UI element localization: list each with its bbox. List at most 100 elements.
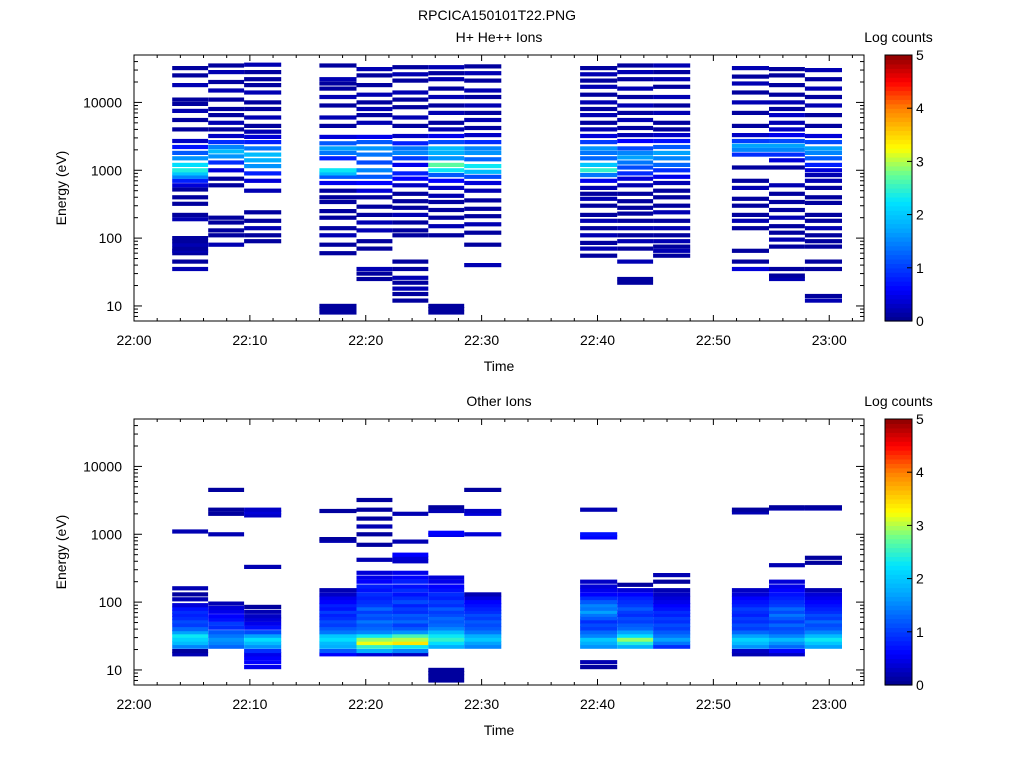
panel-title: Other Ions [466, 393, 531, 409]
colorbar-swatch [885, 55, 912, 61]
heatmap-cell [392, 183, 429, 188]
colorbar-swatch [885, 645, 912, 651]
heatmap-cell [208, 633, 245, 638]
heatmap-cell [428, 606, 465, 611]
heatmap-cell [580, 178, 618, 183]
heatmap-cell [653, 606, 691, 611]
heatmap-cell [208, 144, 245, 150]
heatmap-cell [428, 156, 465, 161]
heatmap-cell [653, 644, 691, 649]
heatmap-cell [392, 511, 429, 516]
heatmap-cell [208, 120, 245, 125]
heatmap-cell [244, 188, 282, 193]
heatmap-cell [580, 162, 618, 167]
heatmap-cell [464, 609, 502, 614]
heatmap-cell [244, 106, 282, 112]
heatmap-cell [580, 212, 618, 217]
heatmap-cell [356, 195, 393, 200]
heatmap-cell [731, 606, 769, 611]
heatmap-cell [208, 637, 245, 642]
colorbar-swatch [885, 600, 912, 606]
heatmap-cell [244, 604, 282, 609]
heatmap-cell [244, 630, 282, 635]
heatmap-cell [804, 606, 842, 611]
y-tick-label: 10 [106, 298, 122, 314]
heatmap-cell [731, 212, 769, 217]
heatmap-cell [617, 633, 654, 638]
heatmap-cell [653, 637, 691, 642]
heatmap-cell [804, 293, 842, 299]
heatmap-cell [208, 79, 245, 85]
heatmap-cell [172, 66, 209, 71]
heatmap-cell [804, 555, 842, 560]
heatmap-cell [392, 199, 429, 204]
heatmap-cell [769, 633, 805, 638]
heatmap-cell [769, 191, 805, 196]
heatmap-cell [804, 588, 842, 593]
heatmap-cell [731, 218, 769, 223]
heatmap-cell [392, 539, 429, 544]
heatmap-cell [464, 117, 502, 123]
heatmap-cell [653, 210, 691, 215]
heatmap-cell [617, 644, 654, 649]
heatmap-cell [319, 640, 357, 646]
y-tick-label: 100 [99, 230, 123, 246]
heatmap-cell [617, 612, 654, 617]
heatmap-cell [208, 113, 245, 118]
heatmap-cell [208, 149, 245, 154]
colorbar-swatch [885, 565, 912, 571]
heatmap-cell [731, 630, 769, 635]
heatmap-cell [769, 616, 805, 621]
heatmap-cell [244, 564, 282, 569]
heatmap-cell [580, 588, 618, 593]
heatmap-cell [319, 600, 357, 605]
heatmap-cell [244, 178, 282, 183]
colorbar-swatch [885, 520, 912, 526]
heatmap-cell [804, 619, 842, 624]
heatmap-cell [653, 84, 691, 89]
heatmap-cell [244, 609, 282, 614]
heatmap-cell [731, 622, 769, 628]
heatmap-cell [428, 77, 465, 82]
heatmap-cell [653, 588, 691, 593]
heatmap-cell [580, 660, 618, 665]
heatmap-cells [172, 62, 842, 315]
heatmap-cell [580, 619, 618, 624]
heatmap-cell [653, 120, 691, 125]
heatmap-cell [356, 228, 393, 233]
colorbar-swatch [885, 254, 912, 260]
heatmap-cell [769, 92, 805, 97]
heatmap-cell [319, 606, 357, 611]
heatmap-cell [392, 626, 429, 631]
colorbar-swatch [885, 583, 912, 589]
heatmap-cell [356, 622, 393, 628]
heatmap-cell [804, 77, 842, 82]
colorbar-swatch [885, 622, 912, 628]
heatmap-cell [244, 652, 282, 657]
heatmap-cell [392, 280, 429, 285]
heatmap-cell [172, 168, 209, 173]
heatmap-cell [580, 66, 618, 71]
heatmap-cell [244, 83, 282, 88]
heatmap-cell [617, 205, 654, 210]
heatmap-cell [356, 246, 393, 251]
heatmap-cell [769, 505, 805, 510]
heatmap-cell [428, 224, 465, 229]
heatmap-cell [208, 63, 245, 68]
heatmap-cell [244, 218, 282, 223]
heatmap-cell [653, 138, 691, 144]
heatmap-cell [804, 212, 842, 217]
heatmap-cell [769, 73, 805, 78]
heatmap-cell [319, 103, 357, 108]
heatmap-cell [428, 133, 465, 139]
heatmap-cell [769, 563, 805, 568]
heatmap-cell [244, 614, 282, 619]
heatmap-cell [769, 138, 805, 144]
colorbar-swatch [885, 618, 912, 624]
heatmap-cell [172, 212, 209, 217]
heatmap-cell [392, 640, 429, 646]
heatmap-cell [172, 127, 209, 132]
heatmap-cell [653, 603, 691, 608]
heatmap-cell [319, 609, 357, 614]
heatmap-cell [319, 622, 357, 628]
